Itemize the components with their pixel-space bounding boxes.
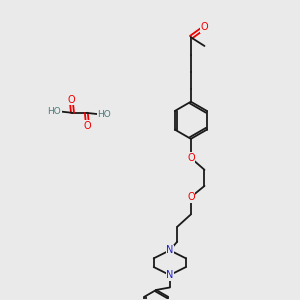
Text: O: O bbox=[201, 22, 208, 32]
Text: N: N bbox=[166, 245, 173, 255]
Text: O: O bbox=[187, 153, 195, 163]
Text: O: O bbox=[187, 192, 195, 202]
Text: N: N bbox=[166, 270, 173, 280]
Text: HO: HO bbox=[98, 110, 111, 118]
Text: HO: HO bbox=[48, 107, 61, 116]
Text: O: O bbox=[68, 95, 75, 105]
Text: O: O bbox=[84, 121, 92, 131]
